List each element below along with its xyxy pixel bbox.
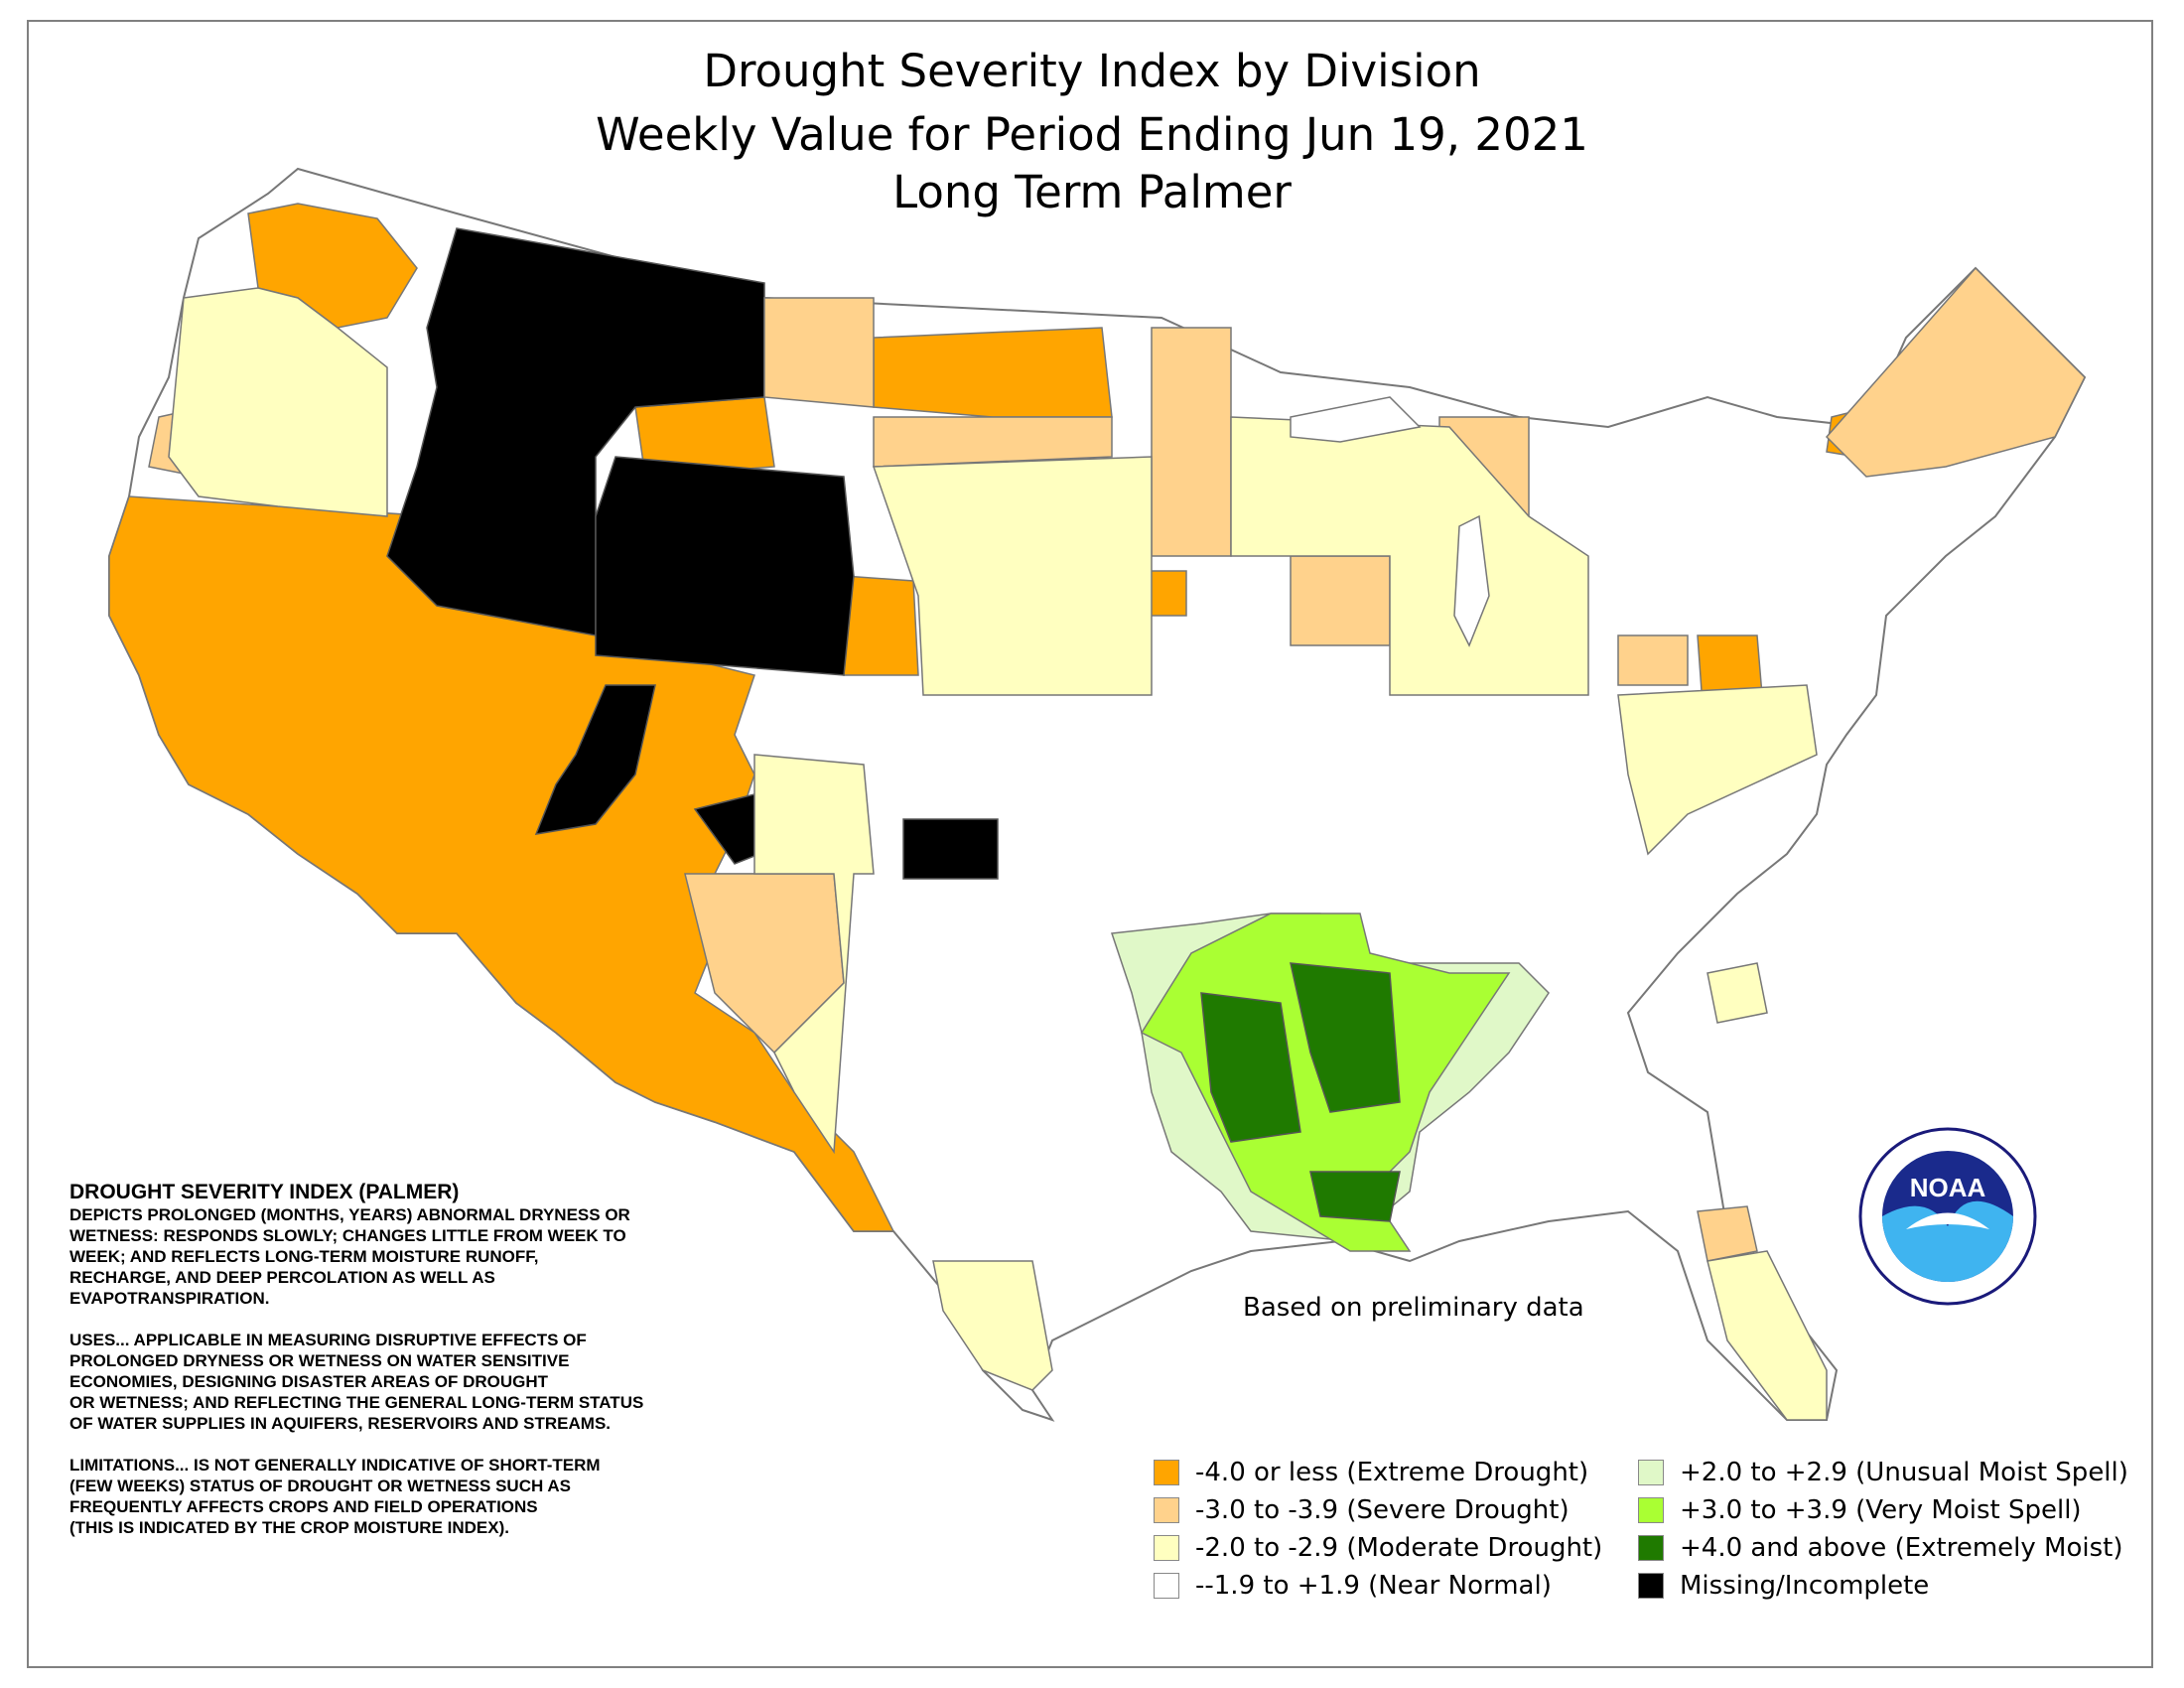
region-extremely-moist-ar [1200, 992, 1301, 1143]
legend-label-extreme-drought: -4.0 or less (Extreme Drought) [1195, 1458, 1589, 1487]
description-limitations-3: FREQUENTLY AFFECTS CROPS AND FIELD OPERA… [69, 1497, 538, 1516]
title-line-1: Drought Severity Index by Division [703, 45, 1481, 97]
legend-swatch-near-normal [1154, 1573, 1179, 1599]
legend-swatch-moderate-drought [1154, 1535, 1179, 1561]
region-moderate-s-tx [932, 1260, 1053, 1391]
region-extreme-nd [873, 327, 1113, 418]
region-missing-utah [534, 684, 656, 835]
region-moderate-nc [1706, 962, 1768, 1024]
legend-item-very-moist: +3.0 to +3.9 (Very Moist Spell) [1638, 1495, 2082, 1525]
legend-item-near-normal: --1.9 to +1.9 (Near Normal) [1154, 1571, 1552, 1601]
region-severe-fl [1697, 1205, 1758, 1262]
legend-swatch-extremely-moist [1638, 1535, 1664, 1561]
region-missing-ok [902, 818, 999, 880]
region-missing-wyoming [595, 456, 855, 676]
region-moderate-tx-ok [753, 754, 875, 1155]
legend-item-extremely-moist: +4.0 and above (Extremely Moist) [1638, 1533, 2122, 1563]
description-uses-3: ECONOMIES, DESIGNING DISASTER AREAS OF D… [69, 1372, 549, 1391]
description-heading: DROUGHT SEVERITY INDEX (PALMER) [69, 1181, 460, 1203]
description-depicts-4: RECHARGE, AND DEEP PERCOLATION AS WELL A… [69, 1268, 495, 1287]
region-extremely-moist-ms [1290, 962, 1401, 1113]
region-moderate-plains [872, 456, 1153, 696]
legend-label-near-normal: --1.9 to +1.9 (Near Normal) [1195, 1571, 1552, 1601]
legend-item-extreme-drought: -4.0 or less (Extreme Drought) [1154, 1458, 1588, 1487]
description-uses-4: OR WETNESS; AND REFLECTING THE GENERAL L… [69, 1393, 644, 1412]
region-moderate-mid-ml [1230, 416, 1589, 696]
region-moderate-wv-va [1617, 684, 1818, 856]
description-uses-2: PROLONGED DRYNESS OR WETNESS ON WATER SE… [69, 1351, 570, 1370]
legend-label-unusual-moist: +2.0 to +2.9 (Unusual Moist Spell) [1680, 1458, 2128, 1487]
title-line-2: Weekly Value for Period Ending Jun 19, 2… [596, 108, 1588, 161]
region-severe-sd [873, 416, 1113, 468]
legend-label-missing: Missing/Incomplete [1680, 1571, 1930, 1601]
region-severe-ne [1825, 266, 2086, 478]
description-limitations-1: LIMITATIONS... IS NOT GENERALLY INDICATI… [69, 1456, 601, 1475]
lake-superior [1290, 396, 1422, 443]
preliminary-note: Based on preliminary data [1243, 1293, 1584, 1323]
region-severe-oh [1617, 634, 1689, 686]
region-extreme-co-e [843, 575, 919, 676]
region-extremely-moist-la [1309, 1171, 1401, 1222]
description-depicts-2: WETNESS: RESPONDS SLOWLY; CHANGES LITTLE… [69, 1226, 626, 1245]
description-uses-1: USES... APPLICABLE IN MEASURING DISRUPTI… [69, 1331, 587, 1349]
description-limitations-2: (FEW WEEKS) STATUS OF DROUGHT OR WETNESS… [69, 1477, 571, 1495]
region-severe-wi [1290, 555, 1391, 646]
legend-swatch-very-moist [1638, 1497, 1664, 1523]
lake-michigan [1453, 514, 1490, 647]
legend-swatch-unusual-moist [1638, 1460, 1664, 1485]
noaa-logo-text: NOAA [1910, 1173, 1986, 1202]
legend-item-severe-drought: -3.0 to -3.9 (Severe Drought) [1154, 1495, 1570, 1525]
legend-label-moderate-drought: -2.0 to -2.9 (Moderate Drought) [1195, 1533, 1603, 1563]
legend-swatch-severe-drought [1154, 1497, 1179, 1523]
legend-item-missing: Missing/Incomplete [1638, 1571, 1929, 1601]
description-limitations-4: (THIS IS INDICATED BY THE CROP MOISTURE … [69, 1518, 509, 1537]
region-severe-ne-nd [763, 297, 875, 408]
legend-item-unusual-moist: +2.0 to +2.9 (Unusual Moist Spell) [1638, 1458, 2128, 1487]
description-depicts-1: DEPICTS PROLONGED (MONTHS, YEARS) ABNORM… [69, 1205, 630, 1224]
description-depicts-5: EVAPOTRANSPIRATION. [69, 1289, 270, 1308]
description-block: DROUGHT SEVERITY INDEX (PALMER) DEPICTS … [69, 1182, 745, 1538]
description-uses-5: OF WATER SUPPLIES IN AQUIFERS, RESERVOIR… [69, 1414, 612, 1433]
legend-label-very-moist: +3.0 to +3.9 (Very Moist Spell) [1680, 1495, 2082, 1525]
map-frame [27, 20, 2153, 1668]
legend-swatch-extreme-drought [1154, 1460, 1179, 1485]
legend-label-severe-drought: -3.0 to -3.9 (Severe Drought) [1195, 1495, 1570, 1525]
legend-item-moderate-drought: -2.0 to -2.9 (Moderate Drought) [1154, 1533, 1602, 1563]
legend-label-extremely-moist: +4.0 and above (Extremely Moist) [1680, 1533, 2123, 1563]
legend-swatch-missing [1638, 1573, 1664, 1599]
region-moderate-fl [1706, 1250, 1828, 1421]
noaa-logo: NOAA [1858, 1127, 2037, 1306]
region-severe-mn [1151, 327, 1232, 557]
title-line-3: Long Term Palmer [892, 166, 1292, 218]
region-moderate-wa-or [168, 287, 388, 517]
description-depicts-3: WEEK; AND REFLECTS LONG-TERM MOISTURE RU… [69, 1247, 539, 1266]
